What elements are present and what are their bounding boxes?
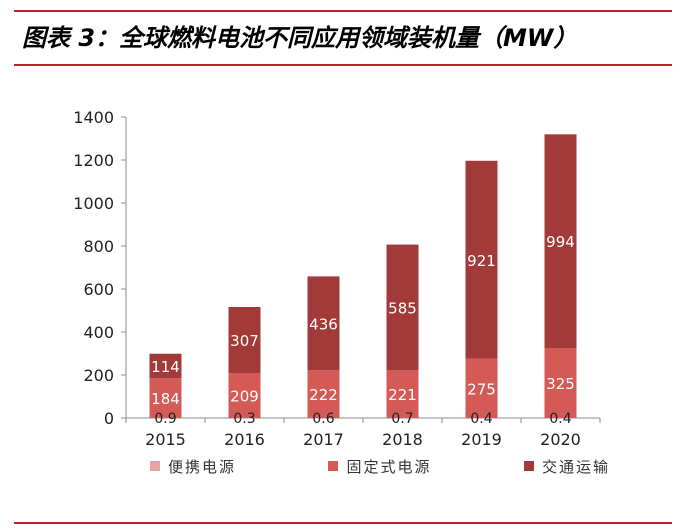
- data-label-portable: 0.6: [312, 411, 334, 427]
- legend-swatch-portable: [150, 461, 160, 471]
- bar-stationary-2016: [228, 373, 261, 418]
- y-tick-label: 1400: [73, 108, 114, 127]
- data-label-portable: 0.3: [233, 411, 255, 427]
- data-label-stationary: 275: [467, 380, 496, 398]
- bar-stationary-2018: [386, 370, 419, 418]
- bottom-rule: [14, 522, 672, 524]
- x-tick-label: 2020: [540, 430, 581, 449]
- y-tick-label: 600: [83, 280, 114, 299]
- title-rule: [14, 64, 672, 66]
- bar-stationary-2019: [465, 358, 498, 418]
- chart-title: 图表 3：全球燃料电池不同应用领域装机量（MW）: [22, 24, 578, 52]
- data-label-transport: 585: [388, 299, 417, 317]
- data-label-transport: 994: [546, 233, 575, 251]
- x-tick-label: 2016: [224, 430, 265, 449]
- x-tick-label: 2018: [382, 430, 423, 449]
- y-tick-label: 1000: [73, 194, 114, 213]
- data-label-transport: 436: [309, 315, 338, 333]
- bar-stationary-2015: [149, 378, 182, 418]
- x-tick-label: 2017: [303, 430, 344, 449]
- legend-swatch-transport: [523, 461, 534, 471]
- x-tick-label: 2019: [461, 430, 502, 449]
- legend: 便携电源 固定式电源 交通运输: [150, 455, 610, 477]
- bar-transport-2020: [544, 134, 577, 349]
- legend-item-stationary: 固定式电源: [328, 456, 431, 477]
- bar-transport-2018: [386, 244, 419, 371]
- data-label-stationary: 325: [546, 375, 575, 393]
- y-tick-label: 0: [104, 409, 114, 428]
- legend-label-transport: 交通运输: [541, 457, 610, 476]
- legend-item-transport: 交通运输: [523, 456, 610, 477]
- data-label-transport: 114: [151, 358, 180, 376]
- legend-label-stationary: 固定式电源: [346, 457, 432, 476]
- y-tick-label: 400: [83, 323, 114, 342]
- y-tick-label: 800: [83, 237, 114, 256]
- data-label-portable: 0.4: [549, 411, 571, 427]
- top-rule: [14, 10, 672, 12]
- legend-item-portable: 便携电源: [150, 456, 236, 477]
- data-label-stationary: 221: [388, 386, 417, 404]
- data-label-transport: 921: [467, 252, 496, 270]
- data-label-portable: 0.4: [470, 411, 492, 427]
- y-tick-label: 200: [83, 366, 114, 385]
- bar-stationary-2017: [307, 370, 340, 418]
- bar-transport-2019: [465, 160, 498, 359]
- data-label-portable: 0.7: [391, 411, 413, 427]
- data-label-stationary: 184: [151, 390, 180, 408]
- bar-stationary-2020: [544, 348, 577, 418]
- legend-label-portable: 便携电源: [168, 457, 237, 476]
- y-tick-label: 1200: [73, 151, 114, 170]
- bar-transport-2016: [228, 306, 261, 374]
- x-tick-label: 2015: [145, 430, 186, 449]
- data-label-stationary: 209: [230, 387, 259, 405]
- data-label-portable: 0.9: [154, 411, 176, 427]
- bar-transport-2017: [307, 276, 340, 371]
- data-label-transport: 307: [230, 332, 259, 350]
- bar-transport-2015: [149, 353, 182, 379]
- data-label-stationary: 222: [309, 386, 338, 404]
- legend-swatch-stationary: [328, 461, 339, 471]
